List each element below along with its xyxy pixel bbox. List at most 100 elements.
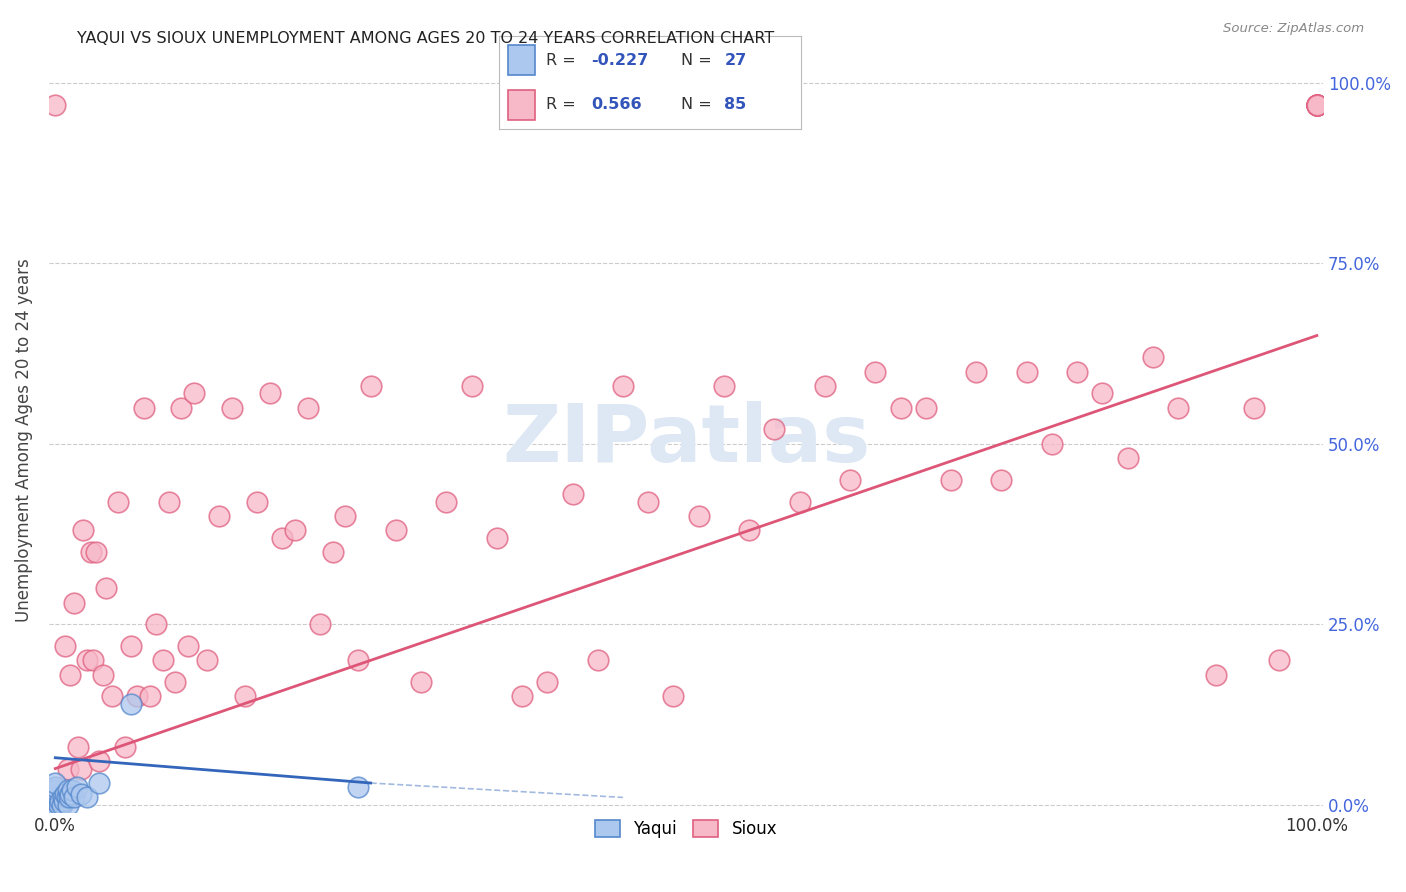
Point xyxy=(56,762,79,776)
Point xyxy=(460,379,482,393)
Point xyxy=(536,675,558,690)
Bar xyxy=(508,90,536,120)
Text: 0.566: 0.566 xyxy=(592,97,643,112)
Text: ZIPatlas: ZIPatlas xyxy=(502,401,870,479)
Point xyxy=(738,524,761,538)
Point xyxy=(1091,386,1114,401)
Point xyxy=(84,545,107,559)
Point xyxy=(53,639,76,653)
Point xyxy=(53,794,76,808)
Text: N =: N = xyxy=(681,53,717,68)
Text: R =: R = xyxy=(546,97,581,112)
Point xyxy=(271,531,294,545)
Text: -0.227: -0.227 xyxy=(592,53,648,68)
Point xyxy=(59,787,82,801)
Point xyxy=(1306,97,1329,112)
Point xyxy=(53,787,76,801)
Point xyxy=(1142,350,1164,364)
Point xyxy=(139,690,162,704)
Point xyxy=(51,797,73,812)
Point xyxy=(1066,365,1088,379)
Point xyxy=(347,780,370,794)
Point xyxy=(259,386,281,401)
Legend: Yaqui, Sioux: Yaqui, Sioux xyxy=(588,813,785,845)
Point xyxy=(44,780,66,794)
Point xyxy=(385,524,408,538)
Point xyxy=(411,675,433,690)
Point xyxy=(561,487,583,501)
Point xyxy=(82,653,104,667)
Point xyxy=(246,494,269,508)
Point xyxy=(114,739,136,754)
Point xyxy=(814,379,837,393)
Point xyxy=(1205,667,1227,681)
Point xyxy=(170,401,193,415)
Point xyxy=(48,797,70,812)
Point xyxy=(221,401,243,415)
Point xyxy=(1306,97,1329,112)
Point xyxy=(1116,451,1139,466)
Point xyxy=(322,545,344,559)
Point xyxy=(1306,97,1329,112)
Point xyxy=(1306,97,1329,112)
Text: YAQUI VS SIOUX UNEMPLOYMENT AMONG AGES 20 TO 24 YEARS CORRELATION CHART: YAQUI VS SIOUX UNEMPLOYMENT AMONG AGES 2… xyxy=(77,31,775,46)
Point xyxy=(713,379,735,393)
Point xyxy=(1015,365,1038,379)
Point xyxy=(59,667,82,681)
Point xyxy=(165,675,187,690)
Point xyxy=(69,762,91,776)
Point xyxy=(55,790,77,805)
Point xyxy=(44,783,66,797)
Point xyxy=(177,639,200,653)
Point xyxy=(195,653,218,667)
Point xyxy=(586,653,609,667)
Point xyxy=(63,596,86,610)
Point xyxy=(233,690,256,704)
Point xyxy=(145,617,167,632)
Point xyxy=(76,790,98,805)
Point xyxy=(49,794,72,808)
Point xyxy=(58,790,80,805)
Point xyxy=(56,783,79,797)
Text: N =: N = xyxy=(681,97,717,112)
Point xyxy=(69,787,91,801)
Point xyxy=(889,401,911,415)
Point xyxy=(157,494,180,508)
Point xyxy=(44,794,66,808)
Point xyxy=(965,365,987,379)
Point xyxy=(865,365,887,379)
Point xyxy=(839,473,862,487)
Point xyxy=(44,787,66,801)
Point xyxy=(662,690,685,704)
Text: Source: ZipAtlas.com: Source: ZipAtlas.com xyxy=(1223,22,1364,36)
Point xyxy=(89,755,111,769)
Point xyxy=(914,401,936,415)
Point xyxy=(434,494,457,508)
Point xyxy=(72,524,94,538)
Point xyxy=(1040,437,1063,451)
Point xyxy=(79,545,101,559)
Point xyxy=(990,473,1012,487)
Point xyxy=(107,494,129,508)
Point xyxy=(89,776,111,790)
Point xyxy=(688,508,710,523)
Point xyxy=(335,508,357,523)
Point xyxy=(309,617,332,632)
Point xyxy=(510,690,533,704)
Point xyxy=(101,690,124,704)
Point xyxy=(208,508,231,523)
Point xyxy=(1167,401,1189,415)
Point xyxy=(52,790,75,805)
Point xyxy=(347,653,370,667)
Point xyxy=(1306,97,1329,112)
Point xyxy=(1306,97,1329,112)
Point xyxy=(56,797,79,812)
Point xyxy=(360,379,382,393)
Point xyxy=(127,690,149,704)
Point xyxy=(44,790,66,805)
Point xyxy=(66,780,89,794)
Point xyxy=(44,97,66,112)
Point xyxy=(66,739,89,754)
Point xyxy=(637,494,659,508)
Bar xyxy=(508,45,536,75)
